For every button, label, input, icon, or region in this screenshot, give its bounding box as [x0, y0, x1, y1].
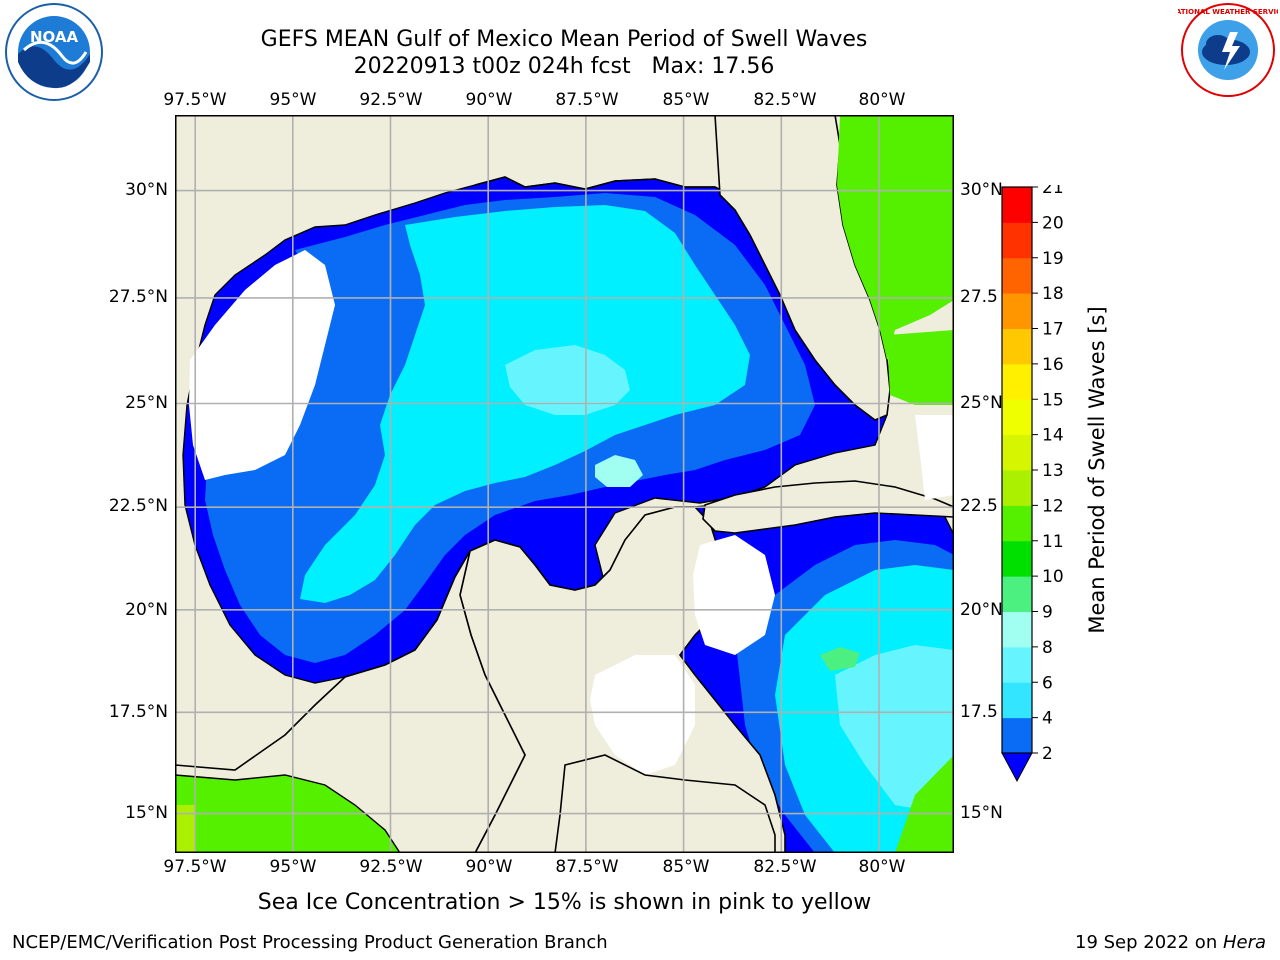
lon-tick-top: 97.5°W [163, 90, 227, 110]
date-text: 19 Sep 2022 on [1075, 932, 1223, 953]
atlantic-wave-period-11s-b [887, 330, 954, 405]
colorbar-swatch [1002, 540, 1032, 577]
colorbar-swatch [1002, 646, 1032, 683]
lon-tick-bottom: 87.5°W [555, 857, 619, 877]
lat-tick-left: 22.5°N [108, 496, 168, 516]
map-panel [175, 115, 954, 853]
figure-title: GEFS MEAN Gulf of Mexico Mean Period of … [260, 27, 868, 52]
lat-tick-left: 27.5°N [108, 287, 168, 307]
lat-tick-left: 17.5°N [108, 702, 168, 722]
lon-tick-bottom: 97.5°W [163, 857, 227, 877]
lat-tick-right: 20°N [960, 600, 1003, 620]
colorbar-swatch [1002, 293, 1032, 329]
colorbar-tick-label: 19 [1042, 249, 1064, 269]
colorbar-tick-label: 4 [1042, 709, 1053, 729]
colorbar-swatch [1002, 576, 1032, 612]
colorbar-swatch [1002, 717, 1032, 754]
colorbar-tick-label: 8 [1042, 638, 1053, 658]
lat-tick-left: 25°N [125, 393, 168, 413]
host-name: Hera [1222, 932, 1266, 953]
lon-tick-bottom: 82.5°W [753, 857, 817, 877]
colorbar-tick-label: 21 [1042, 185, 1064, 198]
colorbar-tick-label: 17 [1042, 320, 1064, 340]
colorbar-tick-label: 12 [1042, 496, 1064, 516]
lat-tick-right: 22.5 [960, 496, 998, 516]
colorbar-tick-label: 9 [1042, 603, 1053, 623]
lon-tick-top: 87.5°W [555, 90, 619, 110]
no-data-florida-keys [915, 415, 954, 500]
lon-tick-bottom: 92.5°W [359, 857, 423, 877]
colorbar-label: Mean Period of Swell Waves [s] [1085, 306, 1109, 634]
central-america-coast [554, 754, 776, 853]
lat-tick-right: 27.5 [960, 287, 998, 307]
lat-tick-left: 15°N [125, 803, 168, 823]
wave-period-10s-patch [820, 647, 860, 671]
nws-logo-icon: NATIONAL WEATHER SERVICE [1178, 3, 1278, 97]
lat-tick-right: 15°N [960, 803, 1003, 823]
colorbar-tick-label: 18 [1042, 284, 1064, 304]
colorbar-tick-label: 2 [1042, 744, 1053, 764]
lon-tick-bottom: 95°W [269, 857, 317, 877]
lon-tick-top: 82.5°W [753, 90, 817, 110]
colorbar-tick-label: 16 [1042, 355, 1064, 375]
colorbar-tick-label: 14 [1042, 426, 1064, 446]
graticule [175, 115, 954, 853]
wave-period-8s-south [835, 645, 954, 815]
colorbar-swatch [1002, 187, 1032, 223]
colorbar-swatch [1002, 399, 1032, 436]
colorbar-tick-label: 11 [1042, 532, 1064, 552]
no-data-campeche [590, 655, 695, 775]
lon-tick-top: 90°W [465, 90, 513, 110]
lon-tick-top: 85°W [662, 90, 710, 110]
lat-tick-left: 20°N [125, 600, 168, 620]
lon-tick-bottom: 80°W [858, 857, 906, 877]
colorbar-swatch [1002, 363, 1032, 400]
colorbar-swatch [1002, 257, 1032, 294]
colorbar-swatch [1002, 505, 1032, 542]
wave-period-8s [505, 345, 630, 415]
lon-tick-bottom: 85°W [662, 857, 710, 877]
no-data-caribbean [693, 535, 775, 655]
lat-tick-right: 25°N [960, 393, 1003, 413]
colorbar-swatch [1002, 222, 1032, 259]
date-stamp: 19 Sep 2022 on Hera [1075, 932, 1266, 953]
wave-period-9s [595, 455, 643, 487]
colorbar: 2 4 6 8 9 10 11 12 13 14 15 16 17 18 19 20 21 [1001, 185, 1064, 783]
noaa-logo-icon: NOAA [5, 3, 103, 101]
colorbar-swatch [1002, 611, 1032, 648]
map-frame [175, 115, 954, 853]
figure-subtitle: 20220913 t00z 024h fcst Max: 17.56 [353, 54, 775, 79]
lat-tick-left: 30°N [125, 180, 168, 200]
no-data-texas-shelf [189, 250, 335, 480]
atlantic-wave-period-11s [837, 115, 954, 360]
lon-tick-bottom: 90°W [465, 857, 513, 877]
colorbar-swatch [1002, 434, 1032, 471]
colorbar-swatch [1002, 328, 1032, 365]
lat-tick-right: 17.5 [960, 702, 998, 722]
caribbean-wave-period-11s [895, 755, 954, 853]
lon-tick-top: 80°W [858, 90, 906, 110]
colorbar-tick-label: 20 [1042, 213, 1064, 233]
svg-text:NATIONAL WEATHER SERVICE: NATIONAL WEATHER SERVICE [1178, 8, 1278, 16]
colorbar-tick-label: 13 [1042, 461, 1064, 481]
lat-tick-right: 30°N [960, 180, 1003, 200]
lon-tick-top: 95°W [269, 90, 317, 110]
pacific-wave-period-12s-edge [175, 805, 195, 853]
colorbar-tick-label: 10 [1042, 567, 1064, 587]
svg-text:NOAA: NOAA [30, 28, 79, 46]
credit-text: NCEP/EMC/Verification Post Processing Pr… [12, 932, 608, 953]
lon-tick-top: 92.5°W [359, 90, 423, 110]
colorbar-swatch [1002, 682, 1032, 719]
sea-ice-note: Sea Ice Concentration > 15% is shown in … [257, 890, 872, 915]
colorbar-tick-label: 15 [1042, 390, 1064, 410]
colorbar-tick-label: 6 [1042, 673, 1053, 693]
colorbar-swatch [1002, 470, 1032, 506]
